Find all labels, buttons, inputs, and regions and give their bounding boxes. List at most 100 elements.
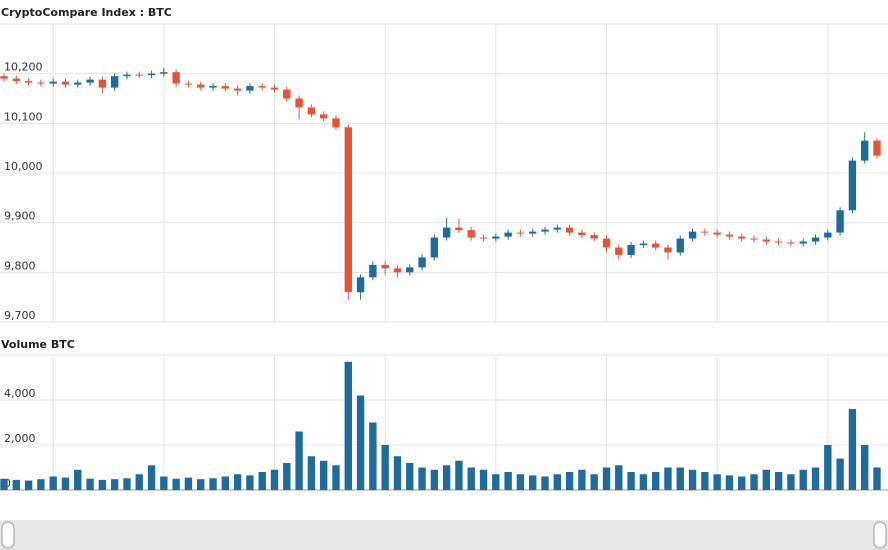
navigator-handle-left[interactable] (1, 521, 15, 549)
volume-bar (467, 467, 475, 490)
volume-bar (160, 476, 168, 490)
volume-bar (381, 445, 389, 490)
volume-bar (332, 465, 340, 490)
candle-body (651, 243, 660, 248)
volume-bar (344, 361, 352, 490)
candle-body (861, 140, 869, 161)
candle-body (369, 264, 377, 278)
y-tick-label: 4,000 (4, 387, 36, 400)
volume-bar (74, 469, 82, 490)
candle-body (184, 83, 193, 85)
candle-body (762, 239, 771, 242)
volume-bar (651, 472, 660, 490)
candle-body (307, 107, 316, 115)
candle-body (664, 247, 672, 253)
volume-bar (811, 467, 820, 490)
candle-body (172, 72, 180, 84)
volume-title: Volume BTC (1, 338, 75, 351)
candle-body (750, 238, 758, 240)
candle-body (725, 234, 734, 237)
candle-body (356, 277, 365, 293)
chart-title: CryptoCompare Index : BTC (1, 6, 172, 19)
volume-bar (147, 465, 156, 490)
volume-bar (688, 469, 697, 490)
volume-bar (110, 479, 119, 490)
volume-bar (725, 475, 734, 490)
y-tick-label: 10,000 (4, 160, 43, 173)
volume-bar (37, 479, 45, 490)
candle-body (49, 81, 57, 84)
candle-body (738, 236, 746, 239)
candle-body (774, 241, 783, 243)
candle-body (160, 72, 168, 74)
volume-bar (824, 445, 832, 490)
candle-body (418, 257, 426, 268)
volume-bar (701, 472, 709, 490)
volume-bar (676, 467, 684, 490)
candle-body (0, 76, 8, 79)
volume-bar (123, 478, 131, 490)
volume-bar (664, 467, 672, 490)
candle-body (209, 86, 217, 88)
volume-bar (233, 474, 242, 490)
volume-bar (258, 472, 266, 490)
volume-bar (479, 469, 488, 490)
volume-bar (861, 445, 869, 490)
volume-bar (799, 469, 807, 490)
volume-bar (541, 476, 549, 490)
volume-bar (750, 474, 758, 490)
navigator[interactable] (0, 520, 888, 550)
volume-bar (602, 467, 611, 490)
volume-bar (615, 465, 623, 490)
volume-bar (320, 460, 328, 490)
volume-bar (0, 478, 8, 490)
candle-body (811, 237, 820, 242)
volume-bar (553, 474, 561, 490)
volume-bar (848, 409, 857, 490)
candle-body (74, 82, 82, 85)
y-tick-label: 9,900 (4, 210, 36, 223)
candle-body (393, 268, 402, 273)
candle-body (701, 231, 709, 233)
candle-body (627, 245, 635, 255)
volume-bar (369, 422, 377, 490)
candle-body (442, 227, 451, 238)
candle-body (824, 232, 832, 238)
candle-body (467, 230, 475, 238)
candle-body (516, 232, 525, 234)
volume-bar (762, 469, 771, 490)
y-tick-label: 10,200 (4, 61, 43, 74)
volume-bar (873, 467, 881, 490)
candle-body (406, 267, 414, 273)
volume-bar (283, 463, 291, 490)
volume-bar (172, 478, 180, 490)
candle-body (836, 210, 844, 233)
candle-body (590, 235, 598, 239)
candle-body (233, 88, 242, 91)
candle-body (541, 229, 549, 232)
y-tick-label: 10,100 (4, 110, 43, 123)
volume-bar (836, 458, 844, 490)
candle-body (688, 231, 697, 239)
candle-body (344, 127, 352, 293)
volume-bar (442, 465, 451, 490)
volume-bar (418, 467, 426, 490)
volume-bar (98, 479, 107, 490)
candle-body (873, 140, 881, 156)
volume-bar (787, 474, 795, 490)
volume-bar (24, 480, 33, 490)
volume-bar (406, 463, 414, 490)
candle-body (61, 81, 70, 85)
candle-body (270, 87, 279, 90)
volume-bar (356, 395, 365, 490)
candle-body (479, 237, 488, 239)
volume-bar (590, 474, 598, 490)
candle-body (615, 247, 623, 255)
candle-body (37, 82, 45, 84)
candle-body (197, 84, 205, 88)
volume-bar (565, 472, 574, 490)
navigator-handle-right[interactable] (873, 521, 887, 549)
candle-body (565, 227, 574, 233)
volume-bar (295, 431, 303, 490)
